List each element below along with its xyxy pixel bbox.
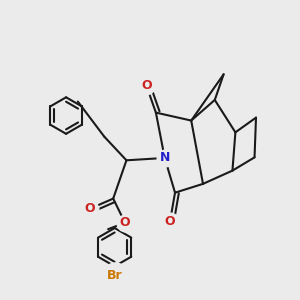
Text: N: N <box>160 152 170 164</box>
Text: O: O <box>84 202 95 215</box>
Text: O: O <box>165 215 175 228</box>
Text: O: O <box>120 216 130 229</box>
Text: O: O <box>141 79 152 92</box>
Text: Br: Br <box>107 268 122 282</box>
